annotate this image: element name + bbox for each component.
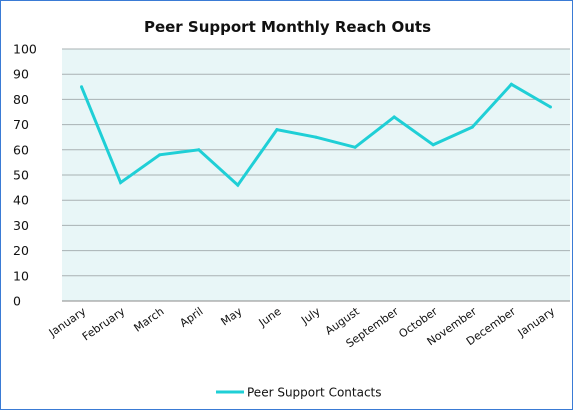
y-tick-label: 20 (13, 243, 29, 258)
data-point (275, 128, 279, 132)
legend-label: Peer Support Contacts (247, 386, 382, 400)
data-point (470, 125, 474, 129)
chart-title: Peer Support Monthly Reach Outs (143, 18, 432, 36)
y-tick-label: 70 (13, 117, 29, 132)
data-point (119, 181, 123, 185)
x-tick-label: February (80, 305, 128, 344)
x-tick-label: May (218, 305, 244, 329)
y-tick-label: 80 (13, 92, 29, 107)
data-point (314, 135, 318, 139)
x-tick-label: March (131, 305, 166, 335)
legend: Peer Support Contacts (216, 386, 382, 400)
y-tick-label: 30 (13, 218, 29, 233)
y-tick-label: 10 (13, 268, 29, 283)
y-axis-tick-labels: 0 10 20 30 40 50 60 70 80 90 100 (13, 42, 37, 309)
data-point (353, 145, 357, 149)
data-point (431, 143, 435, 147)
data-point (392, 115, 396, 119)
y-tick-label: 0 (13, 294, 21, 309)
gridlines (62, 48, 570, 302)
data-point (197, 148, 201, 152)
y-tick-label: 40 (13, 193, 29, 208)
y-tick-label: 60 (13, 142, 29, 157)
data-point (509, 82, 513, 86)
data-point (158, 153, 162, 157)
series-group (80, 82, 552, 188)
y-tick-label: 90 (13, 67, 29, 82)
x-tick-label: June (256, 305, 284, 330)
x-tick-label: July (298, 305, 323, 328)
y-tick-label: 100 (13, 42, 37, 57)
data-point (80, 85, 84, 89)
data-point (236, 183, 240, 187)
x-tick-label: April (177, 305, 205, 330)
x-tick-label: January (515, 305, 558, 340)
y-tick-label: 50 (13, 168, 29, 183)
data-point (548, 105, 552, 109)
